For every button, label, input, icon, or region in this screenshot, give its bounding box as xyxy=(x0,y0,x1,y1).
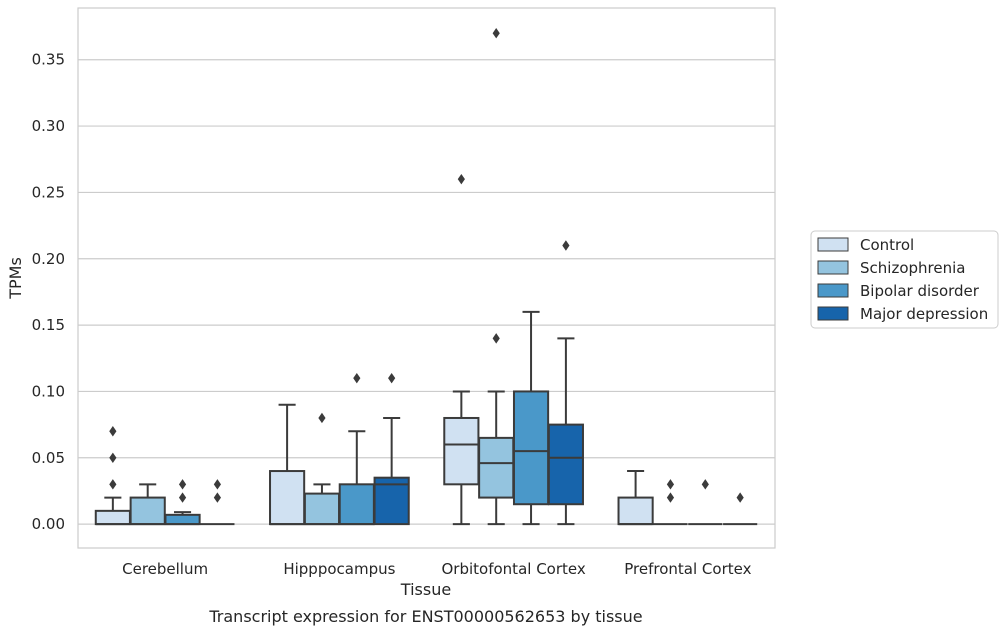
outlier-point xyxy=(388,372,396,384)
box-2-3 xyxy=(547,240,584,526)
y-tick-label: 0.00 xyxy=(32,515,65,533)
box-body xyxy=(443,416,480,486)
legend-label: Major depression xyxy=(860,305,988,323)
box-0-1 xyxy=(129,483,166,526)
box-0-0 xyxy=(94,426,131,526)
box-2-0 xyxy=(443,173,480,526)
box-series xyxy=(94,28,758,526)
y-tick-label: 0.30 xyxy=(32,117,65,135)
y-axis-label: TPMs xyxy=(6,257,25,300)
box-3-1 xyxy=(653,479,688,526)
outlier-point xyxy=(213,479,221,490)
outlier-point xyxy=(109,426,117,437)
box-3-2 xyxy=(688,479,723,526)
legend-frame xyxy=(810,230,999,329)
outlier-point xyxy=(666,479,675,490)
box-body xyxy=(547,423,584,506)
y-tick-label: 0.25 xyxy=(32,183,65,201)
y-tick-label: 0.20 xyxy=(32,250,65,268)
outlier-point xyxy=(109,452,117,463)
y-tick-label: 0.35 xyxy=(32,51,65,69)
y-tick-label: 0.10 xyxy=(32,382,65,400)
box-0-3 xyxy=(200,479,235,526)
outlier-point xyxy=(492,28,500,39)
legend-swatch xyxy=(817,306,849,321)
box-2-1 xyxy=(478,28,515,526)
box-body xyxy=(512,390,550,506)
x-tick-labels: Cerebellum Hipppocampus Orbitofontal Corte… xyxy=(122,560,751,578)
y-tick-label: 0.05 xyxy=(32,449,65,467)
box-body xyxy=(303,492,341,526)
x-tick-label: Hipppocampus xyxy=(283,560,395,578)
gridlines xyxy=(78,59,775,525)
outlier-point xyxy=(701,479,709,490)
plot-area xyxy=(77,7,776,549)
box-1-3 xyxy=(373,372,410,526)
legend: Control Schizophrenia Bipolar disorder Majo… xyxy=(810,230,999,329)
box-body xyxy=(478,436,515,499)
legend-swatch xyxy=(817,283,849,298)
box-3-3 xyxy=(723,492,758,526)
y-tick-label: 0.15 xyxy=(32,316,65,334)
legend-label: Schizophrenia xyxy=(860,259,965,277)
outlier-point xyxy=(318,412,326,424)
outlier-point xyxy=(562,240,570,251)
chart-caption: Transcript expression for ENST0000056265… xyxy=(208,607,642,626)
box-2-2 xyxy=(512,310,550,526)
outlier-point xyxy=(353,372,361,384)
x-tick-label: Cerebellum xyxy=(122,560,208,578)
x-axis-label: Tissue xyxy=(400,580,451,599)
box-3-0 xyxy=(617,470,654,526)
outlier-point xyxy=(736,492,744,503)
box-body xyxy=(164,513,201,526)
box-body xyxy=(129,496,166,526)
box-body xyxy=(269,470,306,526)
outlier-point xyxy=(666,492,675,503)
outlier-point xyxy=(213,492,221,503)
x-tick-label: Prefrontal Cortex xyxy=(624,560,751,578)
box-body xyxy=(373,476,410,526)
legend-label: Bipolar disorder xyxy=(860,282,980,300)
box-body xyxy=(94,509,131,526)
legend-swatch xyxy=(817,237,849,252)
outlier-point xyxy=(178,492,187,503)
y-tick-labels: 0.00 0.05 0.10 0.15 0.20 0.25 0.30 0.35 xyxy=(32,51,65,533)
box-body xyxy=(617,496,654,526)
x-tick-label: Orbitofontal Cortex xyxy=(442,560,586,578)
outlier-point xyxy=(457,173,465,185)
legend-label: Control xyxy=(860,236,914,254)
box-body xyxy=(338,483,375,526)
outlier-point xyxy=(492,333,500,344)
outlier-point xyxy=(178,479,187,490)
box-0-2 xyxy=(164,479,201,526)
box-1-2 xyxy=(338,372,375,526)
outlier-point xyxy=(109,479,117,490)
legend-swatch xyxy=(817,260,849,275)
